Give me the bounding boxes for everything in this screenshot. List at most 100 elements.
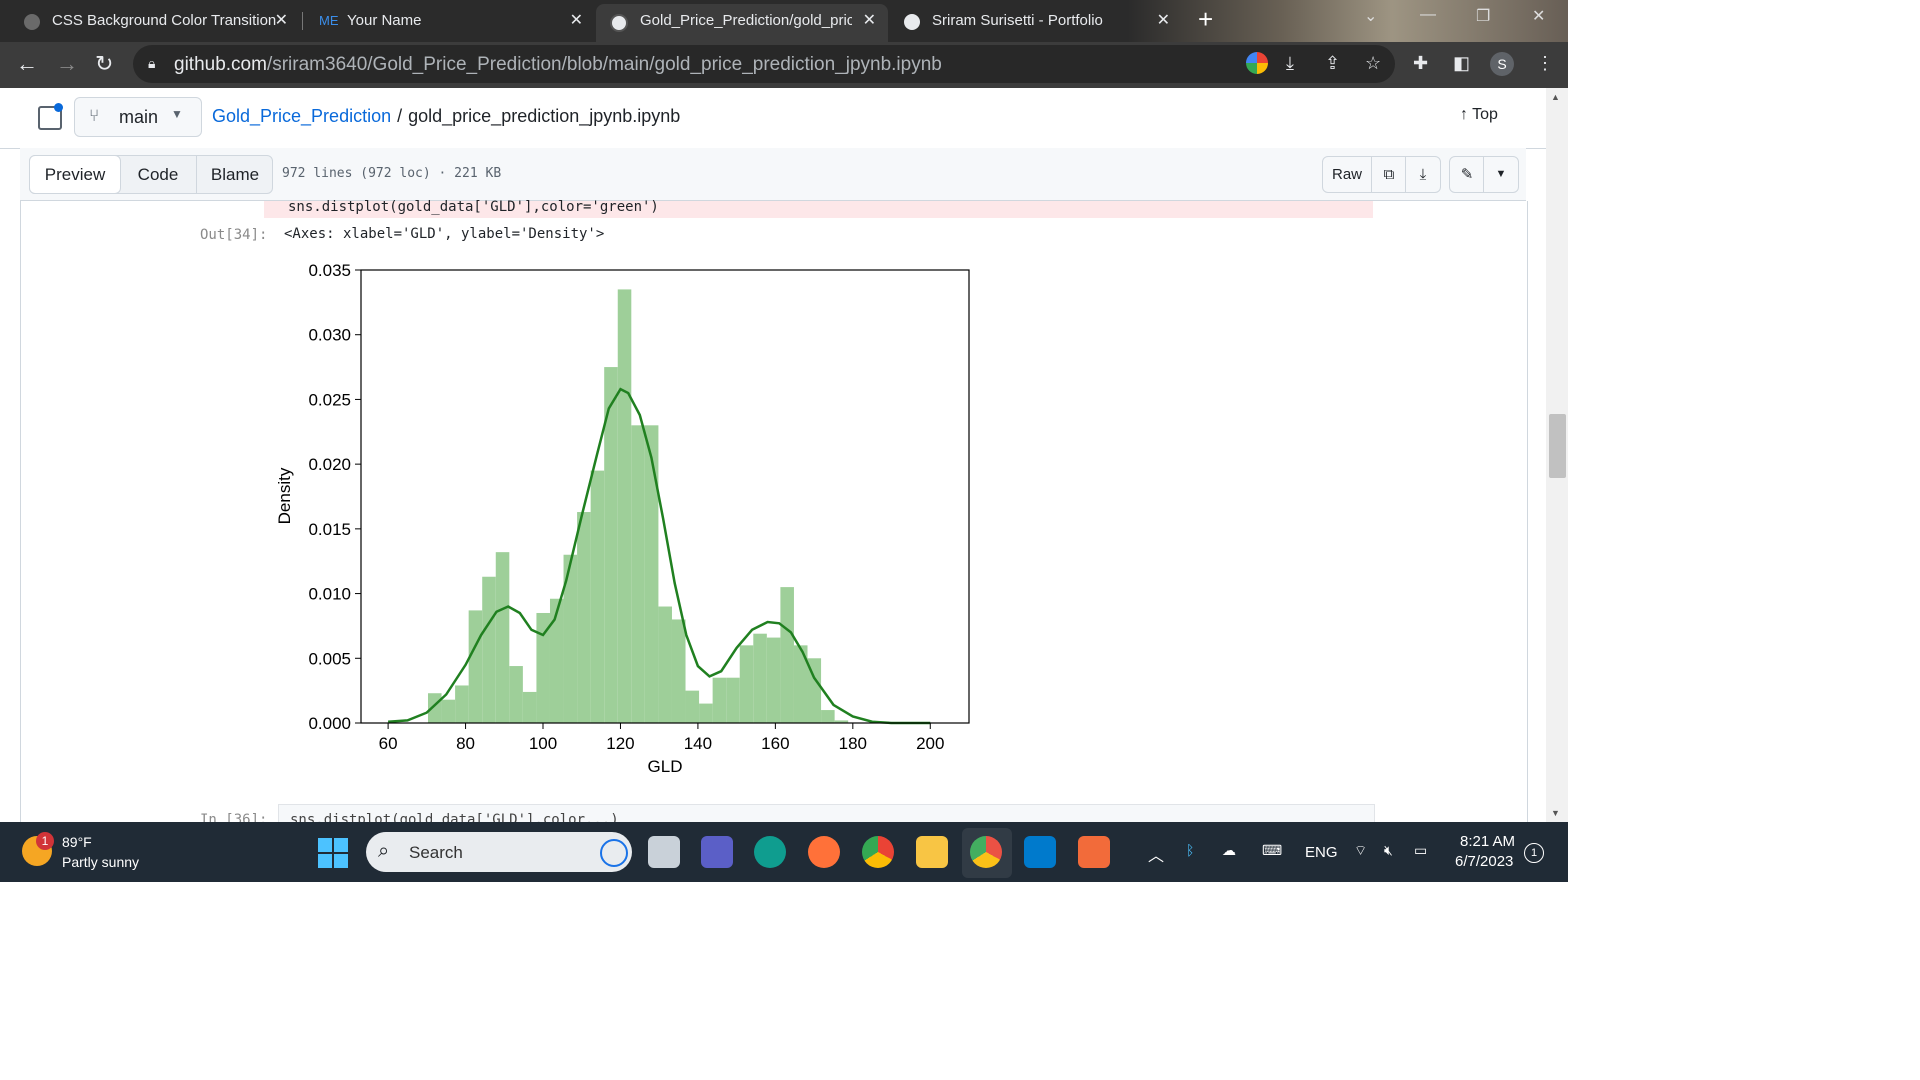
keyboard-icon[interactable]: ⌨ [1262,842,1283,858]
file-info: 972 lines (972 loc) · 221 KB [282,166,502,181]
bookmark-star-icon[interactable]: ☆ [1365,53,1382,73]
raw-button[interactable]: Raw [1322,156,1372,193]
tab-code[interactable]: Code [137,165,179,184]
clock-time[interactable]: 8:21 AM [1460,833,1516,850]
windows-start-icon[interactable] [318,838,348,868]
install-app-icon[interactable]: ⤓ [1286,53,1294,73]
edge-icon[interactable] [754,836,786,868]
close-tab-icon[interactable]: ✕ [569,12,583,29]
output-prompt: Out[34]: [200,227,268,243]
y-tick-label: 0.010 [308,585,351,604]
task-view-icon[interactable] [648,836,680,868]
volume-muted-icon[interactable]: 🔇︎ [1384,842,1393,858]
reload-icon[interactable]: ↻ [95,51,114,76]
back-to-top-button[interactable]: ↑ Top [1460,106,1498,124]
firefox-icon[interactable] [808,836,840,868]
x-tick-label: 80 [456,734,475,753]
chrome-icon[interactable] [862,836,894,868]
histogram-bar [468,610,483,723]
histogram-bar [522,691,537,723]
y-tick-label: 0.000 [308,714,351,733]
file-explorer-icon[interactable] [916,836,948,868]
minimize-icon[interactable]: — [1420,6,1436,23]
histogram-bar [604,367,618,723]
edit-options-caret-icon[interactable]: ▼ [1483,156,1519,193]
x-tick-label: 140 [684,734,712,753]
profile-avatar[interactable]: S [1490,52,1514,76]
wifi-icon[interactable]: ⌔ [1354,842,1368,858]
back-icon[interactable]: ← [16,51,38,76]
view-mode-segmented-control: Preview Code Blame [29,155,273,194]
extensions-icon[interactable]: ✚ [1413,53,1429,73]
address-bar[interactable] [133,45,1395,83]
x-tick-label: 180 [839,734,867,753]
restore-icon[interactable]: ❐ [1476,8,1491,25]
download-icon[interactable]: ⤓ [1405,156,1441,193]
battery-icon[interactable]: ▭ [1414,842,1428,858]
tab-blame[interactable]: Blame [196,156,273,193]
tab-title: Sriram Surisetti - Portfolio [932,12,1103,29]
histogram-bar [644,425,659,723]
notification-dot [54,103,63,112]
branch-selector-button[interactable]: ⑂ main ▼ [74,97,202,137]
density-chart: 60 80 100 120 140 160 180 200 0.000 0.005 0.010 0.… [275,261,970,776]
lock-icon[interactable]: 🔒︎ [148,55,156,71]
x-axis-label: GLD [648,757,683,776]
close-tab-icon[interactable]: ✕ [862,12,876,29]
close-tab-icon[interactable]: ✕ [274,12,288,29]
weather-temp[interactable]: 89°F [62,834,92,850]
tab-css-background[interactable]: CSS Background Color Transition ✕ [0,4,300,42]
histogram-bar [739,645,754,723]
histogram-bar [617,289,632,723]
copy-raw-icon[interactable]: ⧉ [1371,156,1407,193]
notification-count-badge[interactable]: 1 [1524,843,1544,863]
histogram-bar [590,470,605,723]
kde-curve [388,387,931,725]
edit-pencil-icon[interactable]: ✎ [1449,156,1485,193]
close-window-icon[interactable]: ✕ [1532,8,1546,25]
tab-gold-price[interactable]: Gold_Price_Prediction/gold_price ✕ [596,4,888,42]
branch-name: main [119,107,159,127]
side-panel-icon[interactable]: ◧ [1453,53,1471,73]
histogram-bar [549,598,564,723]
histogram-bar [807,658,822,723]
histogram-bar [821,710,835,723]
tab-title: Gold_Price_Prediction/gold_price [640,12,852,29]
google-icon[interactable] [1246,52,1268,74]
clock-date[interactable]: 6/7/2023 [1455,853,1514,870]
tab-your-name[interactable]: ME Your Name ✕ [295,4,595,42]
breadcrumb-repo-link[interactable]: Gold_Price_Prediction [212,106,392,126]
language-indicator[interactable]: ENG [1305,844,1338,861]
scrollbar-thumb[interactable] [1549,414,1566,478]
share-icon[interactable]: ⇪ [1325,53,1341,73]
forward-icon[interactable]: → [56,51,78,76]
bluetooth-icon[interactable]: ᛒ [1186,842,1195,858]
taskbar-search-box[interactable]: ⌕ Search [366,832,632,872]
close-tab-icon[interactable]: ✕ [1156,12,1170,29]
search-placeholder: Search [409,843,463,862]
tab-portfolio[interactable]: Sriram Surisetti - Portfolio ✕ [890,4,1182,42]
histogram-bar [766,637,781,723]
histogram-bar [536,612,550,723]
url-text[interactable]: github.com/sriram3640/Gold_Price_Predict… [174,54,942,76]
scroll-down-icon[interactable]: ▼ [1551,808,1560,818]
scroll-up-icon[interactable]: ▲ [1551,92,1560,102]
show-hidden-icons-chevron-icon[interactable]: ︿ [1148,848,1165,865]
tab-preview[interactable]: Preview [29,155,121,194]
weather-desc[interactable]: Partly sunny [62,854,140,870]
histogram-bar [455,685,469,723]
file-tree-toggle-icon[interactable] [38,106,62,130]
code-cell-highlight [264,201,1373,218]
new-tab-button[interactable]: + [1198,4,1214,34]
xampp-icon[interactable] [1078,836,1110,868]
vscode-icon[interactable] [1024,836,1056,868]
bing-icon [600,839,628,867]
chrome-profile-icon[interactable] [970,836,1002,868]
weather-badge: 1 [36,832,54,850]
chrome-menu-icon[interactable]: ⋮ [1536,53,1554,73]
histogram-bar [509,666,523,723]
onedrive-icon[interactable]: ☁ [1222,842,1236,858]
teams-chat-icon[interactable] [701,836,733,868]
github-file-header [0,88,1568,149]
tab-search-chevron-icon[interactable]: ⌄ [1364,8,1378,25]
